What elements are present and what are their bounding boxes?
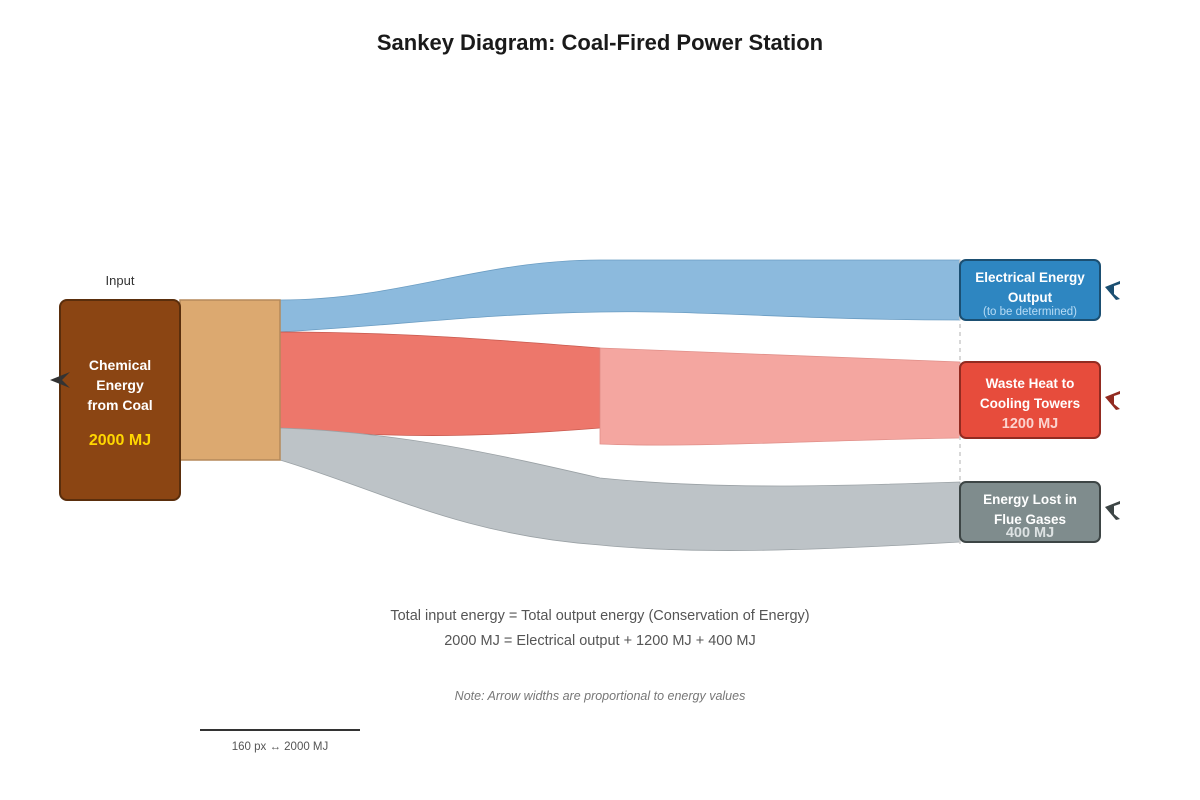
- flue-arrow-icon: [1105, 501, 1120, 520]
- electrical-node: [959, 259, 1101, 321]
- flue-label-line1: Energy Lost in: [983, 492, 1077, 507]
- electrical-label-line1: Electrical Energy: [975, 270, 1085, 285]
- waste-heat-label-line1: Waste Heat to: [986, 376, 1075, 391]
- electrical-label-line2: Output: [1008, 290, 1053, 305]
- source-label-line1: Chemical: [89, 357, 151, 373]
- electrical-arrow-icon: [1105, 281, 1120, 300]
- flue-value: 400 MJ: [1006, 525, 1054, 541]
- equation-line1: Total input energy = Total output energy…: [390, 608, 809, 624]
- flow-flue: [279, 427, 961, 551]
- split-box: [179, 299, 281, 461]
- source-value: 2000 MJ: [89, 432, 151, 449]
- flow-waste-heat-right: [599, 347, 961, 446]
- equation-line2: 2000 MJ = Electrical output + 1200 MJ + …: [444, 633, 756, 649]
- waste-heat-arrow-icon: [1105, 391, 1120, 410]
- source-label-line3: from Coal: [87, 397, 152, 413]
- electrical-sub-label: (to be determined): [983, 306, 1077, 318]
- waste-heat-value: 1200 MJ: [1002, 416, 1058, 432]
- scale-label: 160 px ↔ 2000 MJ: [232, 741, 329, 753]
- flue-node: [959, 481, 1101, 543]
- flow-electrical: [279, 259, 961, 333]
- source-node: [59, 299, 181, 501]
- waste-heat-node: [959, 361, 1101, 439]
- flue-label-line2: Flue Gases: [994, 512, 1066, 527]
- flow-waste-heat-left: [279, 331, 601, 436]
- diagram-title: Sankey Diagram: Coal-Fired Power Station: [377, 30, 823, 55]
- proportion-note: Note: Arrow widths are proportional to e…: [455, 689, 746, 703]
- source-arrow-icon: [50, 372, 70, 388]
- source-label-line2: Energy: [96, 377, 144, 393]
- waste-heat-label-line2: Cooling Towers: [980, 396, 1080, 411]
- input-caption: Input: [106, 273, 135, 288]
